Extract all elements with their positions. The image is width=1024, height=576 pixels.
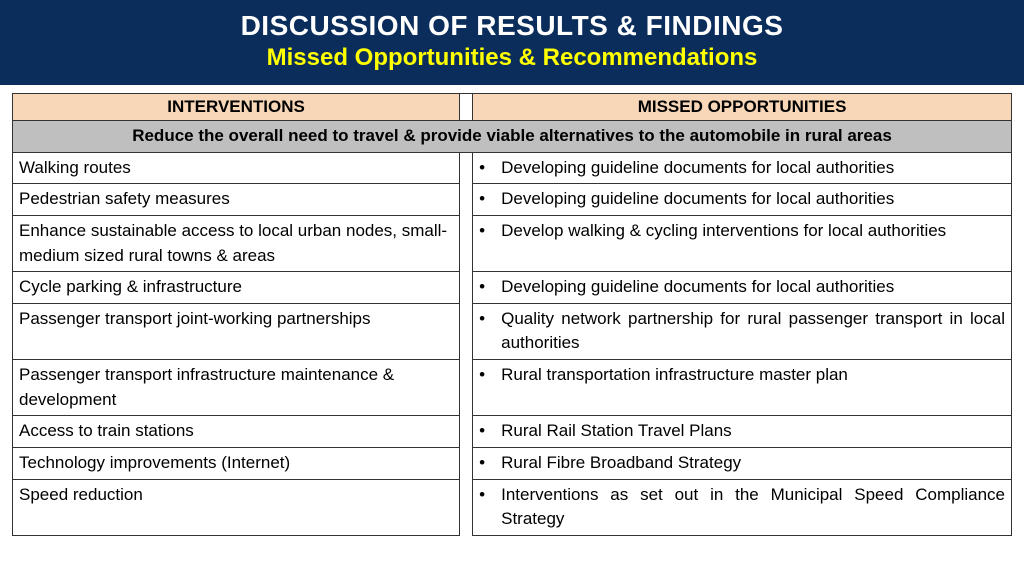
opportunity-cell: •Interventions as set out in the Municip… (473, 479, 1012, 535)
spacer-cell (460, 448, 473, 480)
table-row: Technology improvements (Internet) •Rural… (13, 448, 1012, 480)
table-row: Pedestrian safety measures •Developing gu… (13, 184, 1012, 216)
table-row: Speed reduction•Interventions as set out… (13, 479, 1012, 535)
bullet-icon: • (479, 451, 501, 476)
opportunity-text: Develop walking & cycling interventions … (501, 219, 1005, 244)
bullet-icon: • (479, 187, 501, 212)
bullet-icon: • (479, 275, 501, 300)
intervention-cell: Passenger transport joint-working partne… (13, 303, 460, 359)
spacer-cell (460, 360, 473, 416)
table-row: Cycle parking & infrastructure •Developin… (13, 272, 1012, 304)
intervention-cell: Cycle parking & infrastructure (13, 272, 460, 304)
bullet-icon: • (479, 419, 501, 444)
intervention-cell: Speed reduction (13, 479, 460, 535)
slide-subtitle: Missed Opportunities & Recommendations (0, 44, 1024, 72)
opportunity-cell: •Developing guideline documents for loca… (473, 184, 1012, 216)
slide-header: DISCUSSION OF RESULTS & FINDINGS Missed … (0, 0, 1024, 85)
opportunity-cell: •Developing guideline documents for loca… (473, 272, 1012, 304)
section-header: Reduce the overall need to travel & prov… (13, 121, 1012, 153)
opportunity-text: Interventions as set out in the Municipa… (501, 483, 1005, 532)
table-row: Walking routes •Developing guideline docu… (13, 152, 1012, 184)
opportunity-text: Developing guideline documents for local… (501, 156, 1005, 181)
table-row: Enhance sustainable access to local urba… (13, 215, 1012, 271)
spacer-cell (460, 272, 473, 304)
opportunity-cell: •Quality network partnership for rural p… (473, 303, 1012, 359)
spacer-cell (460, 416, 473, 448)
spacer-cell (460, 152, 473, 184)
findings-table: INTERVENTIONS MISSED OPPORTUNITIES Reduc… (12, 93, 1012, 536)
bullet-icon: • (479, 156, 501, 181)
content-area: INTERVENTIONS MISSED OPPORTUNITIES Reduc… (0, 85, 1024, 536)
slide-title: DISCUSSION OF RESULTS & FINDINGS (0, 10, 1024, 42)
bullet-icon: • (479, 307, 501, 356)
column-spacer (460, 94, 473, 121)
opportunity-cell: •Develop walking & cycling interventions… (473, 215, 1012, 271)
opportunity-cell: •Rural Fibre Broadband Strategy (473, 448, 1012, 480)
opportunity-text: Developing guideline documents for local… (501, 187, 1005, 212)
opportunity-text: Rural transportation infrastructure mast… (501, 363, 1005, 388)
opportunity-text: Developing guideline documents for local… (501, 275, 1005, 300)
bullet-icon: • (479, 363, 501, 388)
intervention-cell: Enhance sustainable access to local urba… (13, 215, 460, 271)
bullet-icon: • (479, 219, 501, 244)
bullet-icon: • (479, 483, 501, 532)
opportunity-cell: •Developing guideline documents for loca… (473, 152, 1012, 184)
column-header-opportunities: MISSED OPPORTUNITIES (473, 94, 1012, 121)
table-row: Passenger transport infrastructure maint… (13, 360, 1012, 416)
column-header-interventions: INTERVENTIONS (13, 94, 460, 121)
spacer-cell (460, 303, 473, 359)
opportunity-cell: •Rural transportation infrastructure mas… (473, 360, 1012, 416)
intervention-cell: Walking routes (13, 152, 460, 184)
opportunity-text: Quality network partnership for rural pa… (501, 307, 1005, 356)
opportunity-text: Rural Rail Station Travel Plans (501, 419, 1005, 444)
intervention-cell: Access to train stations (13, 416, 460, 448)
intervention-cell: Technology improvements (Internet) (13, 448, 460, 480)
table-row: Passenger transport joint-working partne… (13, 303, 1012, 359)
intervention-cell: Pedestrian safety measures (13, 184, 460, 216)
section-header-row: Reduce the overall need to travel & prov… (13, 121, 1012, 153)
spacer-cell (460, 479, 473, 535)
table-row: Access to train stations •Rural Rail Stat… (13, 416, 1012, 448)
table-header-row: INTERVENTIONS MISSED OPPORTUNITIES (13, 94, 1012, 121)
spacer-cell (460, 184, 473, 216)
intervention-cell: Passenger transport infrastructure maint… (13, 360, 460, 416)
opportunity-cell: •Rural Rail Station Travel Plans (473, 416, 1012, 448)
opportunity-text: Rural Fibre Broadband Strategy (501, 451, 1005, 476)
spacer-cell (460, 215, 473, 271)
